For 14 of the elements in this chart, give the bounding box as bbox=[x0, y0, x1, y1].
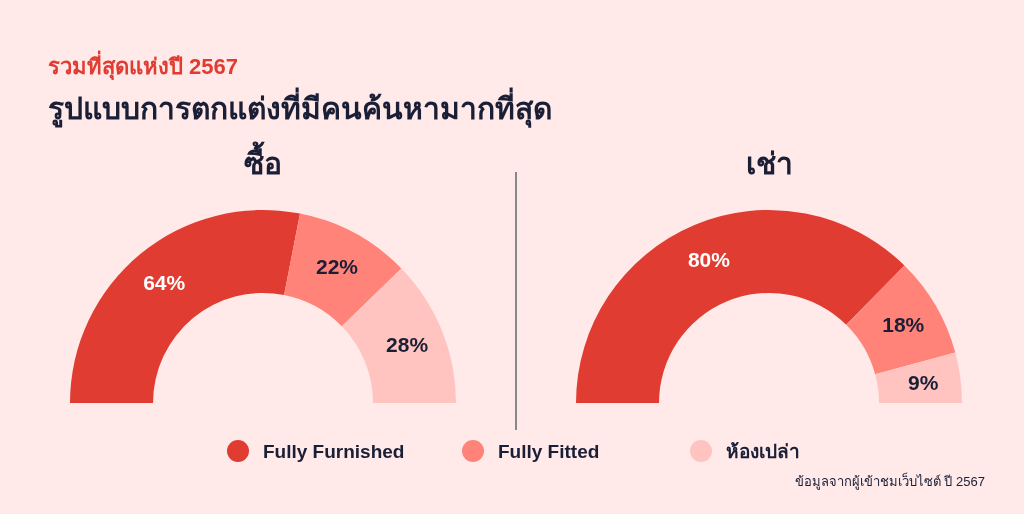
data-label: 9% bbox=[907, 371, 939, 395]
legend-label: ห้องเปล่า bbox=[726, 440, 800, 462]
text: รูปแบบการตกแต่งที่มีคนค้นหามากที่สุด bbox=[48, 86, 552, 128]
data-label: 80% bbox=[687, 248, 731, 272]
legend-label: Fully Fitted bbox=[498, 440, 600, 462]
text: ข้อมูลจากผู้เข้าชมเว็บไซต์ ปี 2567 bbox=[794, 471, 985, 490]
text: รวมที่สุดแห่งปี 2567 bbox=[48, 49, 239, 81]
data-label: 18% bbox=[882, 313, 925, 337]
data-label: 22% bbox=[315, 254, 359, 278]
data-label: 64% bbox=[143, 271, 186, 295]
chart-title: เช่า bbox=[745, 146, 793, 180]
chart-title: ซื้อ bbox=[244, 140, 282, 180]
legend-label: Fully Furnished bbox=[263, 440, 405, 462]
data-label: 28% bbox=[386, 332, 429, 356]
